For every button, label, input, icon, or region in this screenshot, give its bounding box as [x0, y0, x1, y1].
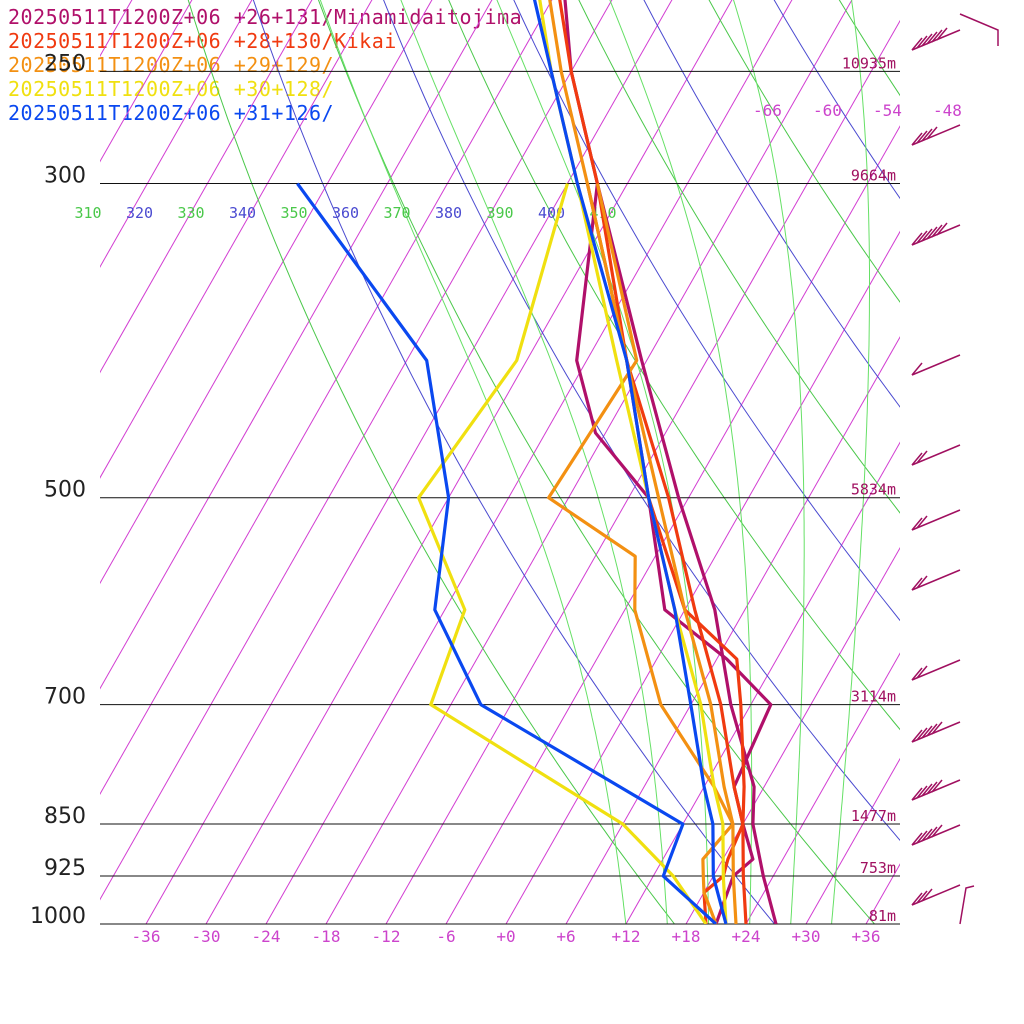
pressure-label: 700 [44, 685, 86, 710]
height-label: 3114m [851, 688, 896, 706]
theta-label: 390 [486, 204, 513, 222]
pressure-label: 500 [44, 478, 86, 503]
dry-adiabat-line [317, 0, 876, 924]
height-label: 5834m [851, 481, 896, 499]
temperature-tick-label: -12 [372, 927, 401, 946]
isotherm-line [100, 0, 553, 795]
wind-barb [959, 885, 975, 925]
isotherm-line [145, 0, 673, 924]
wind-barb [911, 222, 961, 246]
height-label: 753m [860, 859, 896, 877]
moist-adiabat-line [319, 0, 627, 924]
temperature-tick-label: -6 [436, 927, 455, 946]
theta-label: 350 [280, 204, 307, 222]
legend-entry-30-128: 20250511T1200Z+06 +30+128/ [8, 77, 335, 101]
legend: 20250511T1200Z+06 +26+131/Minamidaitojim… [8, 5, 522, 125]
temperature-tick-label: -24 [252, 927, 281, 946]
wind-barb [911, 124, 961, 146]
temperature-tick-label: +6 [556, 927, 575, 946]
dry-adiabat-line [513, 0, 900, 622]
isotherm-line [565, 336, 900, 924]
isotherm-line [100, 0, 313, 374]
height-label: 1477m [851, 807, 896, 825]
legend-entry-31-126: 20250511T1200Z+06 +31+126/ [8, 101, 335, 125]
temperature-tick-label: +24 [732, 927, 761, 946]
wind-barb [911, 569, 961, 591]
theta-label: 360 [332, 204, 359, 222]
isotherm-line [0, 0, 493, 924]
wind-barb [911, 354, 961, 376]
isotherm-line [205, 0, 733, 924]
dewpoint-line-31-126 [296, 182, 718, 924]
isotherm-line [505, 230, 900, 924]
temperature-tick-label: +30 [792, 927, 821, 946]
moist-adiabat-line [400, 0, 668, 924]
height-label: 81m [869, 907, 896, 925]
temperature-line-kikai [558, 0, 748, 924]
wind-barb [911, 884, 961, 906]
temperature-tick-label: +18 [672, 927, 701, 946]
isotherm-line [385, 19, 900, 924]
pressure-label: 850 [44, 804, 86, 829]
isotherm-line [100, 0, 133, 57]
pressure-label: 250 [44, 51, 86, 76]
isotherm-line [100, 0, 613, 901]
theta-label: 310 [74, 204, 101, 222]
wind-barb [911, 721, 961, 743]
temperature-line-29-129 [548, 0, 738, 924]
temperature-tick-label: -18 [312, 927, 341, 946]
isotherm-line [0, 0, 553, 924]
height-label: 10935m [842, 54, 896, 72]
wind-barb [911, 779, 961, 801]
isotherm-line [0, 0, 613, 924]
moist-adiabat-line [733, 0, 805, 924]
dry-adiabat-line [779, 0, 1024, 954]
isotherm-top-label: -48 [933, 101, 962, 120]
theta-label: 330 [177, 204, 204, 222]
wind-barb [911, 27, 961, 51]
isotherm-line [325, 0, 853, 924]
wind-barb [911, 824, 961, 846]
temperature-line-31-126 [532, 0, 728, 924]
isotherm-line [100, 0, 193, 163]
moist-adiabat-line [609, 0, 753, 924]
temperature-tick-label: +36 [852, 927, 881, 946]
dewpoint-line-29-129 [546, 183, 735, 924]
dry-adiabat-line [252, 0, 776, 924]
wind-barb [911, 509, 961, 531]
moist-adiabat-line [831, 0, 870, 924]
wind-barb [911, 659, 961, 681]
isotherm-line [100, 0, 373, 479]
dry-adiabat-line [628, 0, 1024, 954]
wind-barb [911, 444, 961, 466]
pressure-label: 925 [44, 856, 86, 881]
pressure-label: 1000 [30, 904, 86, 929]
theta-label: 380 [435, 204, 462, 222]
isotherm-top-label: -66 [753, 101, 782, 120]
legend-entry-kikai: 20250511T1200Z+06 +28+130/Kikai [8, 29, 397, 53]
isotherm-line [685, 546, 900, 924]
theta-label: 320 [126, 204, 153, 222]
temperature-tick-label: +12 [612, 927, 641, 946]
temperature-tick-label: -30 [192, 927, 221, 946]
isotherm-top-label: -54 [873, 101, 902, 120]
legend-entry-minamidaitojima: 20250511T1200Z+06 +26+131/Minamidaitojim… [8, 5, 523, 29]
isotherm-line [100, 0, 493, 690]
isotherm-line [265, 0, 793, 924]
isotherm-top-label: -60 [813, 101, 842, 120]
isotherm-line [625, 441, 900, 924]
isotherm-line [0, 0, 433, 924]
wind-barb [959, 13, 999, 46]
pressure-label: 300 [44, 164, 86, 189]
theta-label: 340 [229, 204, 256, 222]
theta-label: 370 [383, 204, 410, 222]
temperature-tick-label: -36 [132, 927, 161, 946]
isotherm-line [865, 863, 900, 924]
temperature-tick-label: +0 [496, 927, 515, 946]
height-label: 9664m [851, 167, 896, 185]
dewpoint-line-minamidaitojima [575, 183, 773, 924]
